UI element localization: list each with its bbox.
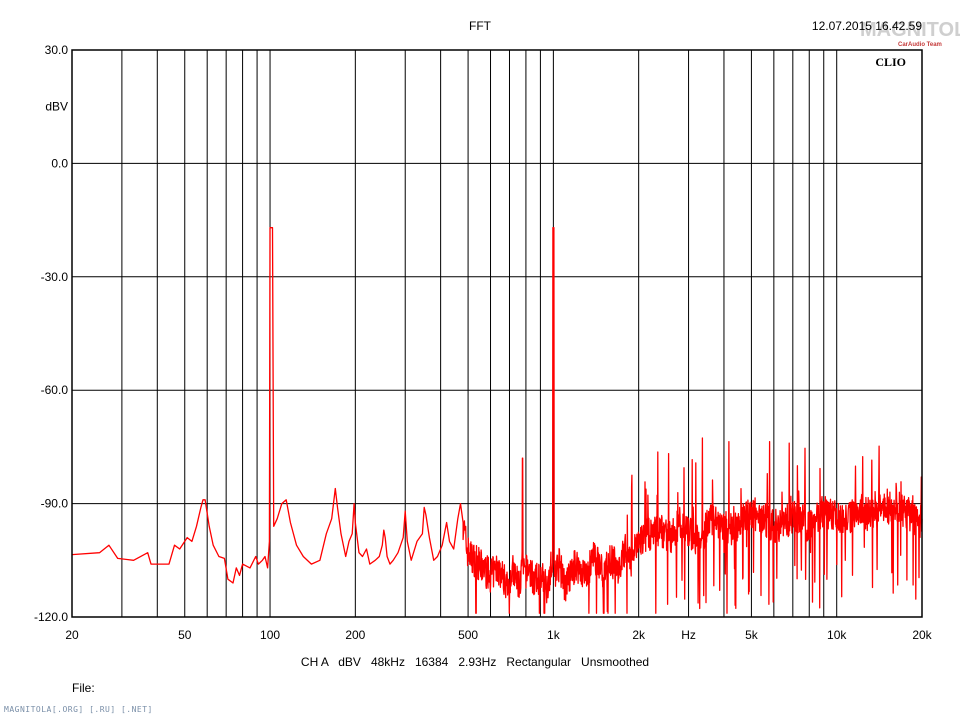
y-tick-labels: 30.0 dBV 0.0 -30.0 -60.0 -90.0 -120.0 [34, 43, 68, 624]
y-tick-label: 30.0 [45, 43, 69, 57]
y-tick-label: 0.0 [51, 156, 68, 170]
x-tick-label: 100 [260, 628, 280, 642]
magnitola-logo-sub: CarAudio Team [898, 42, 942, 48]
x-tick-label: 50 [178, 628, 192, 642]
y-tick-label: dBV [45, 100, 68, 114]
x-tick-label: 20k [912, 628, 932, 642]
x-tick-label: 20 [65, 628, 79, 642]
spectrum-trace [71, 227, 923, 614]
clio-badge-bg [862, 55, 918, 69]
x-tick-label: 500 [458, 628, 478, 642]
file-label: File: [72, 681, 95, 695]
x-tick-label: 1k [547, 628, 561, 642]
watermark-text: MAGNITOLA[.ORG] [.RU] [.NET] [4, 705, 153, 714]
horizontal-grid [72, 162, 922, 505]
y-tick-label: -30.0 [41, 270, 69, 284]
timestamp: 12.07.2015 16.42.59 [812, 19, 922, 33]
clio-brand: CLIO [875, 55, 906, 69]
measurement-settings: CH A dBV 48kHz 16384 2.93Hz Rectangular … [301, 655, 649, 669]
x-tick-labels: 20 50 100 200 500 1k 2k Hz 5k 10k 20k [65, 628, 932, 642]
vertical-grid [121, 50, 838, 617]
x-tick-label: 10k [827, 628, 847, 642]
y-tick-label: -60.0 [41, 383, 69, 397]
y-tick-label: -90.0 [41, 497, 69, 511]
x-tick-label: Hz [681, 628, 696, 642]
magnitola-logo: MAGNITOLA [860, 19, 960, 41]
x-tick-label: 2k [632, 628, 646, 642]
x-tick-label: 200 [345, 628, 365, 642]
chart-title: FFT [469, 19, 492, 33]
y-tick-label: -120.0 [34, 610, 68, 624]
x-tick-label: 5k [745, 628, 759, 642]
plot-frame [71, 49, 923, 618]
